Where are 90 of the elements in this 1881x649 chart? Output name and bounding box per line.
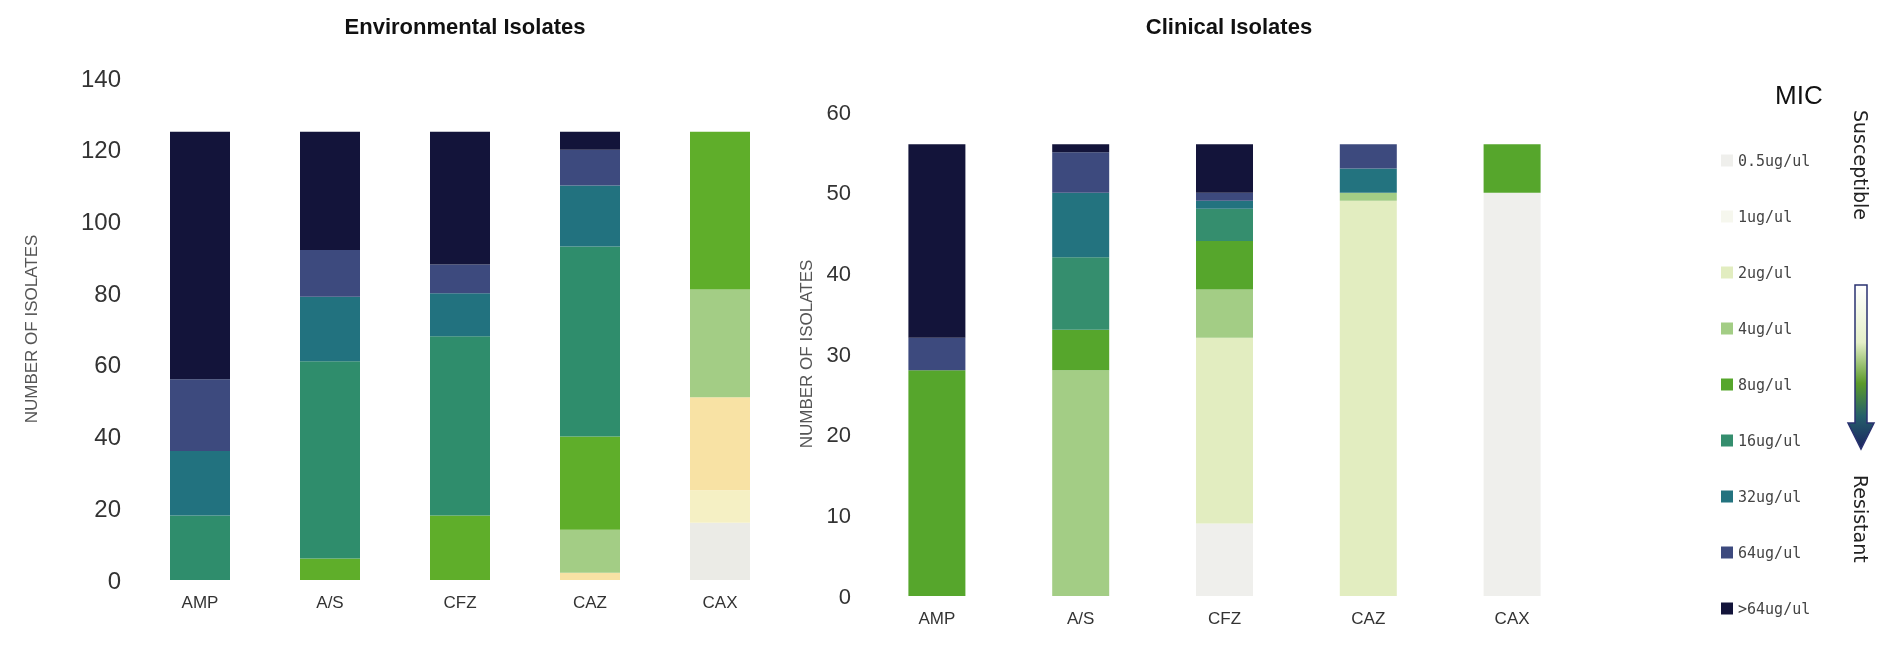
y-axis-title: NUMBER OF ISOLATES bbox=[22, 234, 41, 424]
y-axis-title: NUMBER OF ISOLATES bbox=[797, 259, 816, 449]
bar bbox=[1052, 144, 1110, 153]
bar bbox=[1052, 192, 1110, 258]
y-tick-label: 60 bbox=[94, 351, 121, 379]
bar bbox=[1196, 144, 1253, 193]
bar bbox=[560, 529, 620, 573]
bar bbox=[430, 264, 490, 294]
x-tick-label: CFZ bbox=[443, 593, 477, 612]
bar bbox=[1339, 144, 1397, 169]
bar bbox=[300, 558, 360, 580]
bar bbox=[560, 246, 620, 437]
chart-title: Environmental Isolates bbox=[344, 13, 586, 39]
y-tick-label: 140 bbox=[80, 64, 121, 92]
bar bbox=[1196, 337, 1253, 524]
bar bbox=[690, 289, 750, 398]
bar bbox=[1483, 144, 1541, 193]
x-tick-label: A/S bbox=[316, 593, 344, 612]
bar bbox=[1339, 168, 1397, 193]
legend-label: 0.5ug/ul bbox=[1738, 151, 1811, 170]
bar bbox=[1196, 208, 1253, 242]
bar bbox=[430, 515, 490, 580]
y-tick-label: 10 bbox=[826, 502, 851, 528]
y-tick-label: 50 bbox=[826, 180, 851, 206]
bar bbox=[908, 337, 966, 371]
bar bbox=[300, 131, 360, 251]
x-tick-label: A/S bbox=[1067, 609, 1095, 628]
bar bbox=[908, 144, 966, 338]
legend-label: 16ug/ul bbox=[1738, 431, 1802, 450]
legend-label: 1ug/ul bbox=[1738, 207, 1793, 226]
x-tick-label: CAZ bbox=[573, 593, 607, 612]
y-tick-label: 40 bbox=[94, 423, 121, 451]
bar bbox=[560, 131, 620, 150]
bar bbox=[1196, 241, 1253, 290]
bar bbox=[560, 572, 620, 580]
bar bbox=[560, 436, 620, 530]
text: Resistant bbox=[1850, 475, 1872, 563]
x-tick-label: AMP bbox=[181, 593, 219, 612]
bar bbox=[1339, 192, 1397, 201]
legend-label: 8ug/ul bbox=[1738, 375, 1793, 394]
y-tick-label: 30 bbox=[826, 341, 851, 367]
bar bbox=[1052, 329, 1110, 371]
y-tick-label: 80 bbox=[94, 279, 121, 307]
bar bbox=[560, 149, 620, 186]
x-tick-label: AMP bbox=[918, 609, 956, 628]
bar bbox=[1196, 200, 1253, 209]
legend-label: 32ug/ul bbox=[1738, 487, 1802, 506]
chart-title: Clinical Isolates bbox=[1145, 13, 1313, 39]
legend-label: 4ug/ul bbox=[1738, 319, 1793, 338]
bar bbox=[1052, 152, 1110, 193]
bar bbox=[300, 296, 360, 362]
x-tick-label: CAX bbox=[1494, 609, 1530, 628]
y-tick-label: 120 bbox=[80, 136, 121, 164]
bar bbox=[430, 131, 490, 265]
bar bbox=[1052, 257, 1110, 330]
bar bbox=[690, 522, 750, 580]
x-tick-label: CAZ bbox=[1351, 609, 1386, 628]
y-tick-label: 20 bbox=[94, 494, 121, 522]
bar bbox=[300, 361, 360, 559]
bar bbox=[560, 185, 620, 247]
bar bbox=[690, 397, 750, 491]
legend-title: MIC bbox=[1775, 80, 1823, 110]
text: Susceptible bbox=[1850, 110, 1872, 220]
bar bbox=[908, 370, 966, 596]
bar bbox=[430, 336, 490, 516]
bar bbox=[1339, 200, 1397, 596]
bar bbox=[170, 131, 230, 380]
y-tick-label: 40 bbox=[826, 260, 851, 286]
y-tick-label: 20 bbox=[826, 422, 851, 448]
bar bbox=[300, 250, 360, 297]
y-tick-label: 0 bbox=[838, 583, 851, 609]
bar bbox=[170, 515, 230, 580]
y-tick-label: 60 bbox=[826, 99, 851, 125]
bar bbox=[1196, 523, 1253, 596]
bar bbox=[170, 450, 230, 516]
legend-label: 64ug/ul bbox=[1738, 543, 1802, 562]
bar bbox=[430, 293, 490, 337]
bar bbox=[1196, 289, 1253, 338]
bar bbox=[170, 379, 230, 451]
y-tick-label: 100 bbox=[80, 207, 121, 235]
legend-label: >64ug/ul bbox=[1738, 599, 1811, 618]
bar bbox=[1483, 192, 1541, 596]
x-tick-label: CFZ bbox=[1207, 609, 1242, 628]
bar bbox=[690, 490, 750, 523]
x-tick-label: CAX bbox=[702, 593, 738, 612]
bar bbox=[1196, 192, 1253, 201]
legend-label: 2ug/ul bbox=[1738, 263, 1793, 282]
y-tick-label: 0 bbox=[107, 566, 121, 594]
bar bbox=[1052, 370, 1110, 596]
bar bbox=[690, 131, 750, 290]
